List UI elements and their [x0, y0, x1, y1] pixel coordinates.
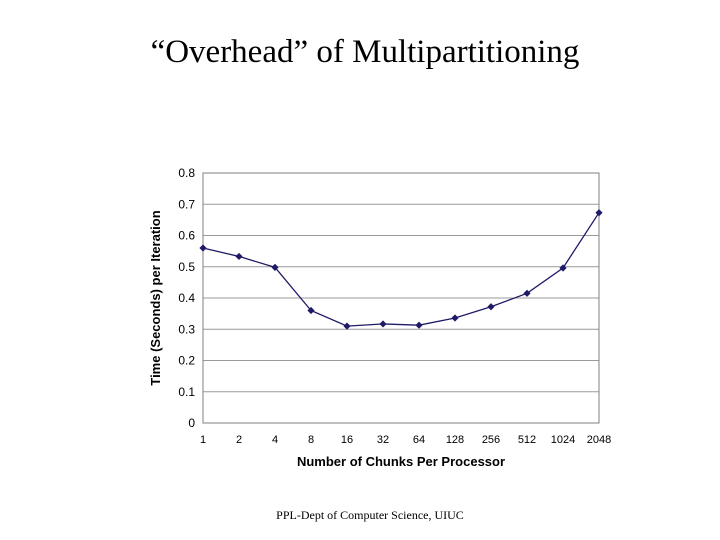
x-tick-label: 64 [413, 434, 425, 446]
y-tick-label: 0 [188, 416, 195, 430]
x-tick-label: 16 [341, 434, 353, 446]
y-tick-label: 0.1 [178, 385, 195, 399]
data-point-marker [307, 306, 315, 315]
data-point-marker [271, 263, 279, 271]
data-point-marker [487, 303, 495, 311]
footer-text: PPL-Dept of Computer Science, UIUC [276, 508, 464, 522]
series-line [202, 212, 600, 327]
x-tick-label: 512 [518, 434, 536, 446]
x-tick-label: 1 [200, 434, 206, 446]
data-point-marker [559, 264, 567, 272]
plot-area-frame [202, 172, 600, 424]
x-tick-label: 4 [272, 434, 278, 446]
x-tick-label: 8 [308, 434, 314, 446]
y-tick-label: 0.5 [178, 260, 195, 274]
y-tick-label: 0.4 [178, 291, 195, 305]
x-tick-label: 128 [446, 434, 464, 446]
y-tick-labels: 0 0.1 0.2 0.3 0.4 0.5 0.6 0.7 0.8 [178, 166, 195, 430]
data-point-marker [415, 321, 423, 329]
data-point-marker [199, 244, 207, 252]
x-tick-label: 256 [482, 434, 500, 446]
data-point-marker [343, 322, 351, 330]
data-point-marker [523, 289, 531, 297]
gridlines [203, 203, 599, 393]
slide-title: “Overhead” of Multipartitioning [150, 34, 580, 70]
data-point-marker [379, 320, 387, 328]
x-tick-label: 2 [236, 434, 242, 446]
y-tick-label: 0.6 [178, 229, 195, 243]
x-tick-label: 2048 [587, 434, 611, 446]
data-point-marker [235, 252, 243, 261]
y-tick-label: 0.8 [178, 166, 195, 180]
data-point-marker [451, 314, 459, 322]
y-tick-label: 0.7 [178, 197, 195, 211]
series-time-per-iteration [199, 209, 603, 330]
y-axis-label: Time (Seconds) per Iteration [148, 210, 163, 385]
y-tick-label: 0.3 [178, 322, 195, 336]
x-tick-label: 32 [377, 434, 389, 446]
data-point-marker [595, 209, 603, 217]
y-tick-label: 0.2 [178, 354, 195, 368]
x-tick-label: 1024 [551, 434, 575, 446]
x-tick-labels: 1 2 4 8 16 32 64 128 256 512 1024 2048 [200, 434, 611, 446]
x-axis-label: Number of Chunks Per Processor [297, 454, 505, 469]
